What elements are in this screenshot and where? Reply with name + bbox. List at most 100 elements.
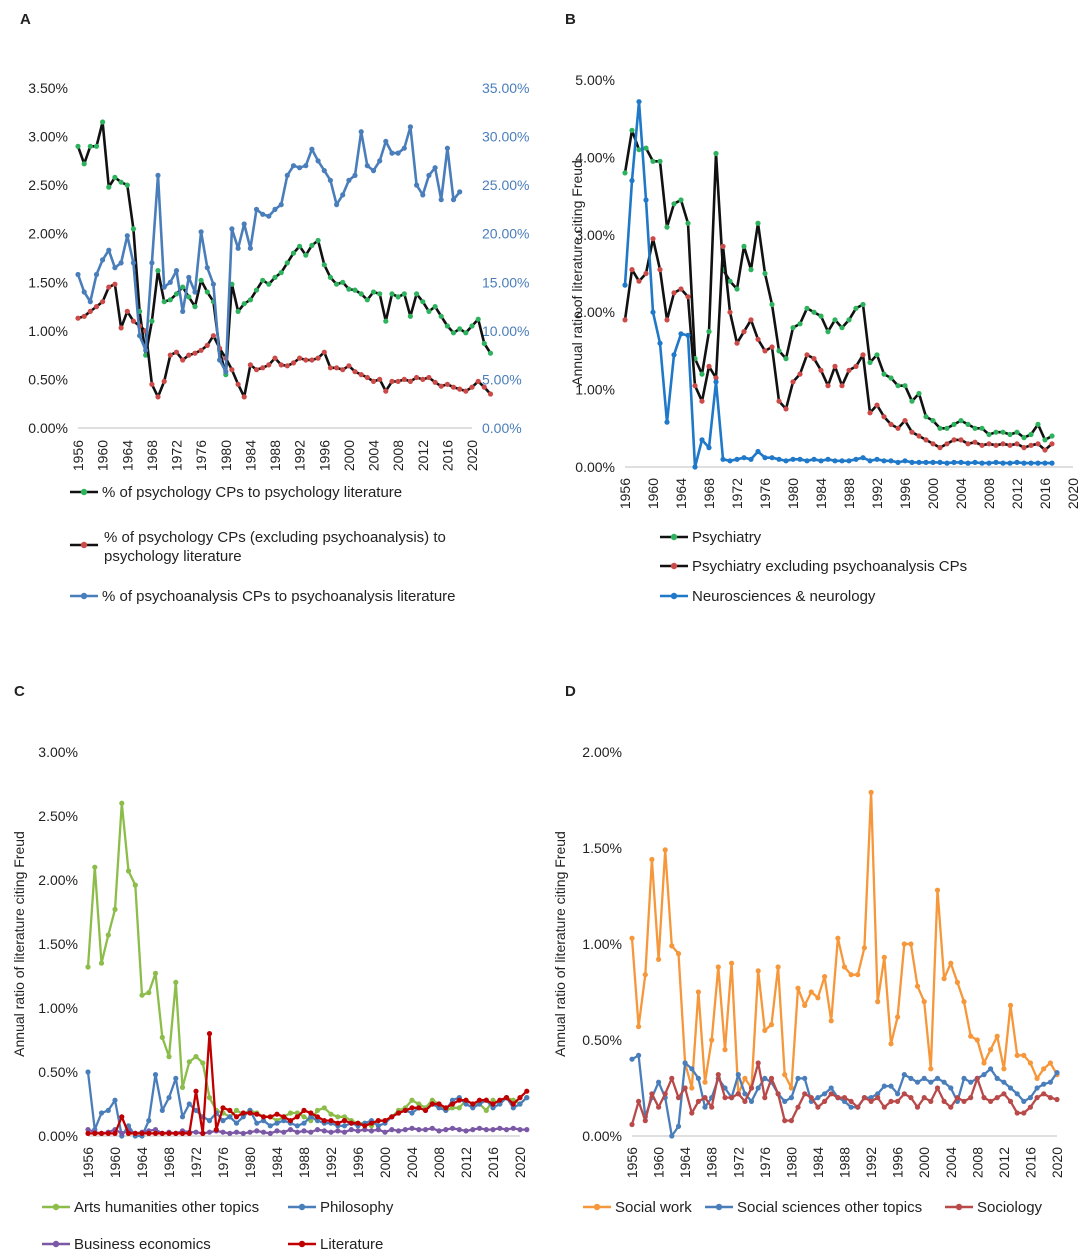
x-tick-label: 2016 <box>485 1147 501 1178</box>
legend-entry: Literature <box>288 1236 383 1253</box>
x-tick-label: 1956 <box>80 1147 96 1178</box>
data-point <box>463 1097 469 1103</box>
data-point <box>825 329 831 335</box>
data-point <box>657 158 663 164</box>
data-point <box>490 1101 496 1107</box>
data-point <box>629 1121 635 1128</box>
y-tick-label: 2.00% <box>582 744 622 760</box>
legend-marker <box>715 1203 723 1211</box>
data-point <box>1000 460 1006 466</box>
data-point <box>517 1101 523 1107</box>
data-point <box>881 1104 887 1110</box>
data-point <box>709 1037 715 1043</box>
data-point <box>192 350 198 356</box>
data-point <box>657 340 663 346</box>
data-point <box>678 331 684 337</box>
data-point <box>247 1110 253 1116</box>
data-point <box>841 1095 848 1101</box>
x-tick-label: 1992 <box>869 478 885 509</box>
data-point <box>867 458 873 464</box>
data-point <box>828 1085 834 1091</box>
data-point <box>937 459 943 465</box>
data-point <box>290 250 297 256</box>
data-point <box>965 441 971 447</box>
x-tick-label: 1960 <box>95 440 111 471</box>
data-point <box>797 456 803 462</box>
data-point <box>247 245 253 251</box>
legend-label: Philosophy <box>320 1199 394 1216</box>
data-point <box>881 1083 887 1089</box>
y-tick-label: 0.00% <box>28 420 68 436</box>
data-point <box>804 352 810 358</box>
data-point <box>986 441 992 447</box>
data-point <box>130 318 136 324</box>
data-point <box>278 202 284 208</box>
data-point <box>908 1095 914 1101</box>
y-tick-label: 0.50% <box>582 1032 622 1048</box>
series-of-psychology-cps-to-psychology-literature <box>75 119 494 378</box>
x-tick-label: 1992 <box>323 1147 339 1178</box>
data-point <box>762 270 768 277</box>
data-point <box>375 1123 381 1129</box>
data-point <box>409 1097 415 1103</box>
data-point <box>706 329 712 335</box>
data-point <box>463 330 469 336</box>
data-point <box>335 1120 341 1126</box>
data-point <box>105 1107 111 1113</box>
data-point <box>1027 1060 1033 1066</box>
data-point <box>958 418 964 424</box>
x-tick-label: 1964 <box>677 1147 693 1178</box>
data-point <box>426 374 432 381</box>
data-point <box>979 460 985 466</box>
data-point <box>643 197 649 203</box>
data-point <box>1034 1095 1040 1101</box>
data-point <box>193 1129 199 1135</box>
data-point <box>301 1120 307 1126</box>
y-tick-label: 1.50% <box>582 840 622 856</box>
data-point <box>382 1118 388 1124</box>
data-point <box>783 356 789 362</box>
data-point <box>928 1079 934 1085</box>
data-point <box>642 972 648 978</box>
data-point <box>328 1129 334 1135</box>
data-point <box>948 1104 954 1110</box>
data-point <box>902 458 908 464</box>
data-point <box>328 1111 334 1117</box>
data-point <box>309 146 315 152</box>
data-point <box>301 1114 307 1120</box>
data-point <box>149 318 155 324</box>
data-point <box>776 456 782 462</box>
data-point <box>303 357 309 363</box>
data-point <box>395 378 401 384</box>
data-point <box>490 1097 496 1103</box>
data-point <box>881 414 887 420</box>
data-point <box>124 182 130 188</box>
y-tick-label-right: 30.00% <box>482 129 529 145</box>
x-tick-label: 2012 <box>415 440 431 471</box>
data-point <box>961 999 967 1005</box>
data-point <box>469 323 475 329</box>
data-point <box>81 289 87 295</box>
data-point <box>875 999 881 1005</box>
data-point <box>937 445 943 451</box>
data-point <box>395 1128 402 1134</box>
data-point <box>825 383 831 389</box>
data-point <box>327 274 333 280</box>
data-point <box>112 281 118 287</box>
data-point <box>790 325 796 331</box>
data-point <box>309 357 315 363</box>
x-tick-label: 1968 <box>701 478 717 509</box>
data-point <box>490 1105 496 1111</box>
data-point <box>727 309 733 315</box>
data-point <box>742 1091 748 1097</box>
data-point <box>278 270 284 276</box>
data-point <box>657 267 663 273</box>
data-point <box>706 363 712 369</box>
data-point <box>622 170 628 176</box>
data-point <box>650 309 656 315</box>
data-point <box>139 1130 145 1136</box>
data-point <box>389 1127 395 1133</box>
data-point <box>253 287 260 293</box>
data-point <box>426 172 432 178</box>
data-point <box>192 304 198 310</box>
